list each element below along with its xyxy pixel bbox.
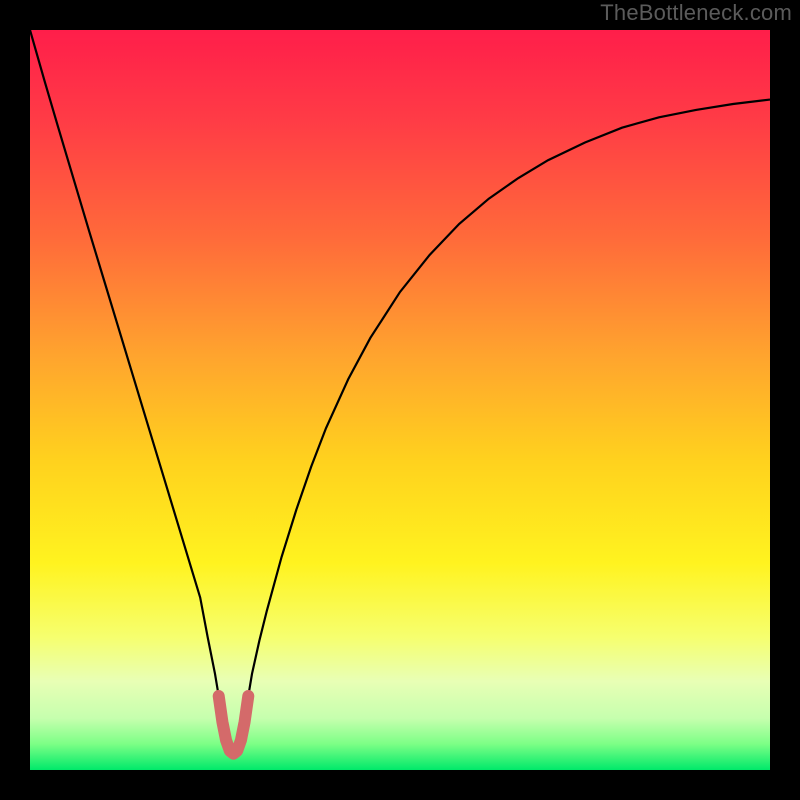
chart-container: TheBottleneck.com [0, 0, 800, 800]
watermark-text: TheBottleneck.com [600, 0, 792, 26]
plot-svg [30, 30, 770, 770]
plot-area [30, 30, 770, 770]
